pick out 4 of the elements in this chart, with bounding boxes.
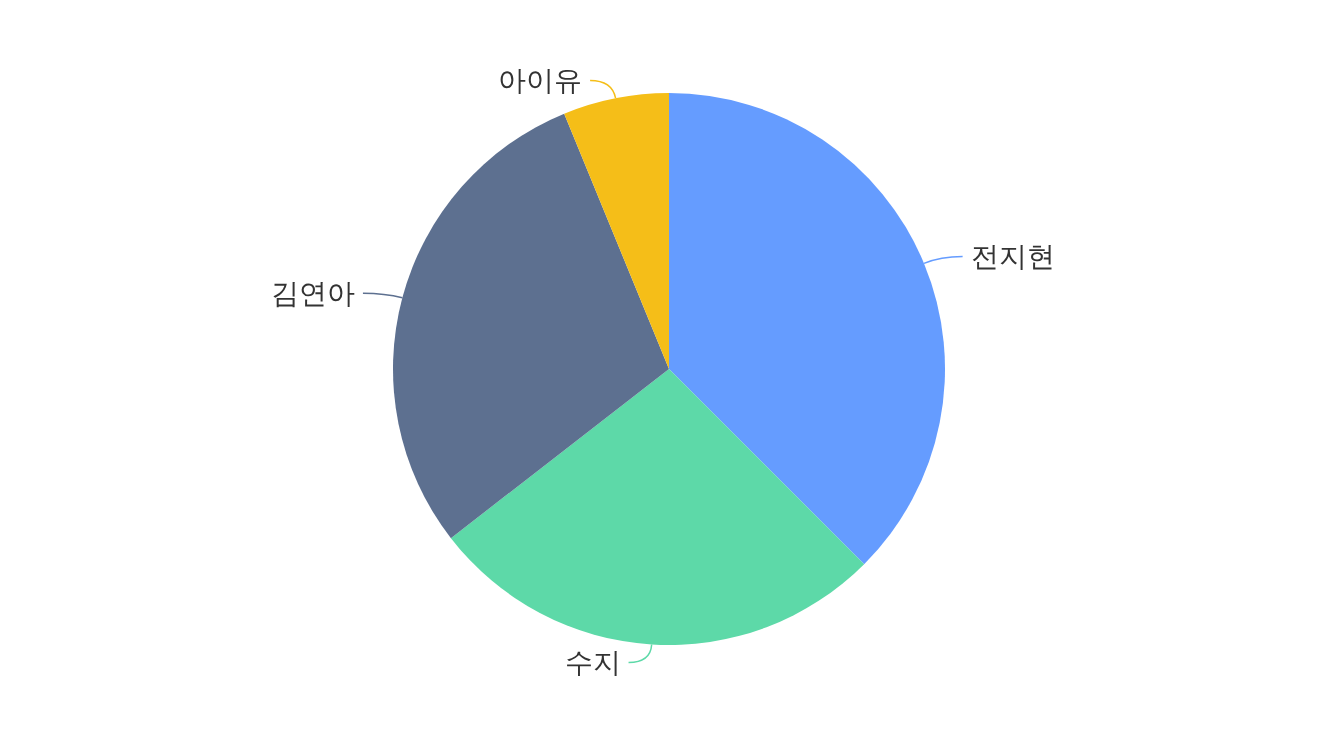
slice-label: 수지 xyxy=(564,645,621,679)
slice-label: 아이유 xyxy=(498,64,583,98)
slice-label: 김연아 xyxy=(270,276,355,310)
slice-label: 전지현 xyxy=(970,239,1055,273)
